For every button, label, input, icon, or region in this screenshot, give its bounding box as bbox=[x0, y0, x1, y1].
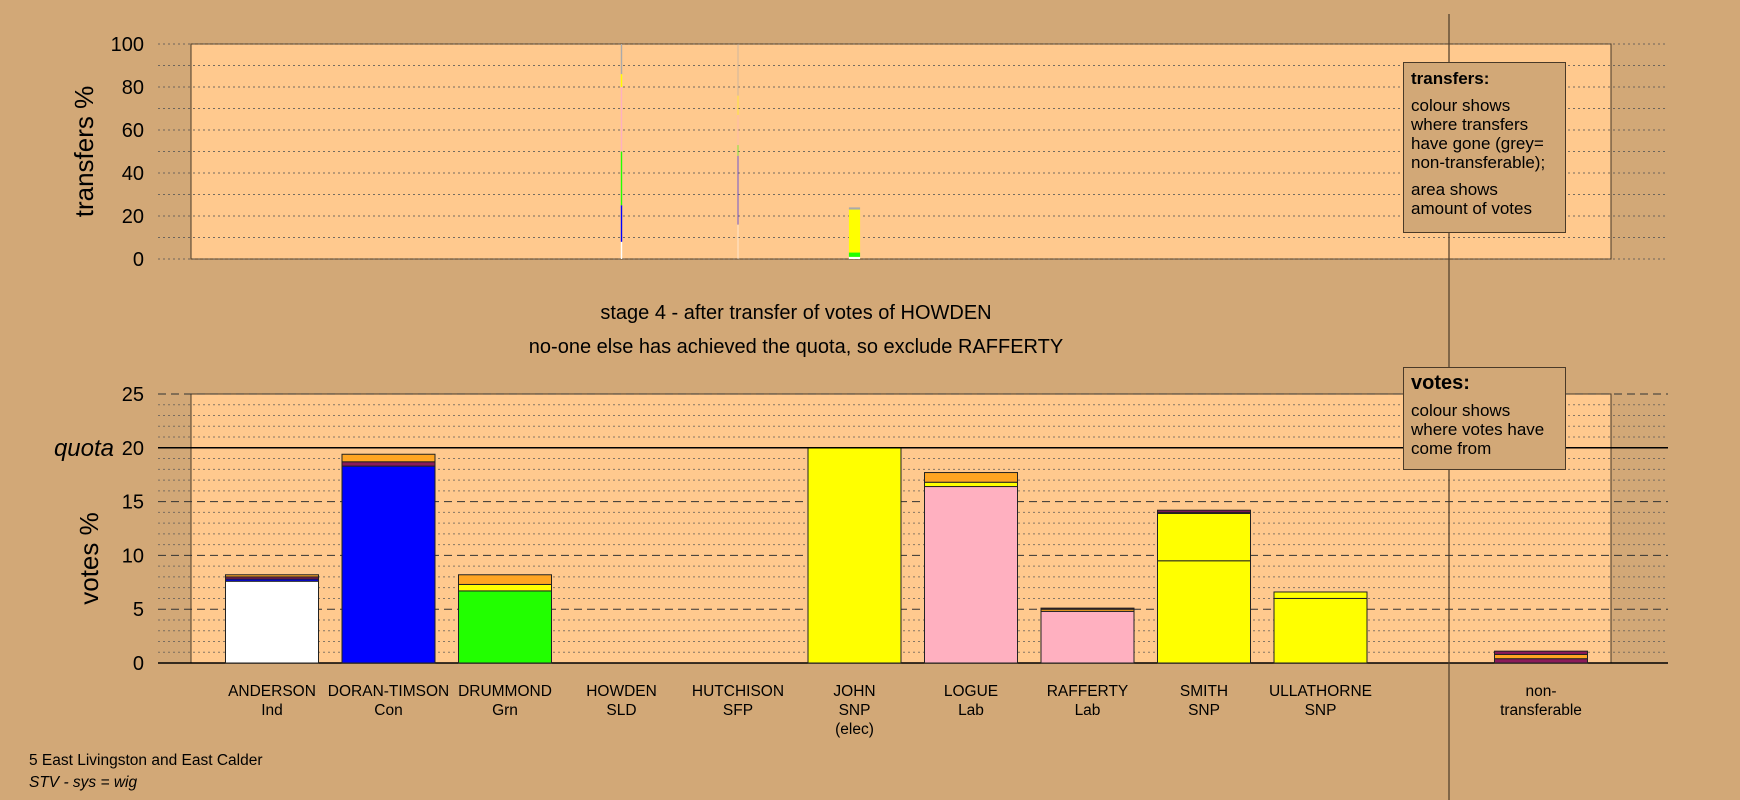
transfers-tick-label: 100 bbox=[111, 34, 144, 56]
candidate-party: Con bbox=[374, 702, 402, 719]
transfer-segment-con bbox=[620, 205, 623, 242]
vote-segment-sld bbox=[924, 472, 1018, 483]
transfer-segment-ind bbox=[737, 224, 739, 259]
votes-tick-label: 5 bbox=[133, 599, 144, 621]
vote-segment-snp bbox=[458, 583, 552, 592]
vote-segment-sld bbox=[341, 453, 436, 463]
legend-votes: votes: colour shows where votes have com… bbox=[1403, 367, 1566, 470]
candidate-name: non- bbox=[1525, 683, 1556, 700]
candidate-party: Lab bbox=[1075, 702, 1101, 719]
candidate-party: Grn bbox=[492, 702, 518, 719]
vote-segment-snp bbox=[1157, 560, 1251, 664]
legend-votes-text: colour shows where votes have come from bbox=[1411, 401, 1545, 458]
candidate-name: DORAN-TIMSON bbox=[328, 683, 449, 700]
vote-segment-snp bbox=[1273, 591, 1368, 599]
vote-segment-grn bbox=[458, 590, 552, 664]
candidate-status: (elec) bbox=[835, 721, 874, 738]
candidate-party: Ind bbox=[261, 702, 283, 719]
vote-segment-sfp bbox=[1157, 509, 1251, 513]
candidate-party: SNP bbox=[1305, 702, 1337, 719]
candidate-party: SLD bbox=[606, 702, 636, 719]
vote-segment-ind bbox=[225, 580, 319, 664]
votes-chart: 0 5 10 15 20 25 votes % ANDERSON Ind DORAN-TIMSON… bbox=[54, 384, 1668, 738]
votes-tick-label: 15 bbox=[122, 492, 144, 514]
candidate-party: SNP bbox=[1188, 702, 1220, 719]
transfer-segment-lab bbox=[620, 87, 623, 152]
candidate-name: RAFFERTY bbox=[1047, 683, 1129, 700]
vote-segment-snp bbox=[924, 481, 1018, 488]
votes-tick-label: 10 bbox=[122, 545, 144, 567]
candidate-party: SNP bbox=[839, 702, 871, 719]
vote-segment-sfp bbox=[1040, 607, 1135, 610]
votes-tick-label: 0 bbox=[133, 653, 144, 675]
transfers-tick-label: 60 bbox=[122, 120, 144, 142]
candidate-party: SFP bbox=[723, 702, 753, 719]
votes-tick-label: 20 bbox=[122, 438, 144, 460]
candidate-name: HOWDEN bbox=[586, 683, 657, 700]
transfers-chart: 0 20 40 60 80 100 transfers % bbox=[69, 34, 1668, 271]
vote-segment-lab bbox=[924, 486, 1018, 664]
stage-line-1: stage 4 - after transfer of votes of HOW… bbox=[600, 302, 991, 324]
candidate-name: JOHN bbox=[833, 683, 875, 700]
votes-tick-label: 25 bbox=[122, 384, 144, 406]
quota-label: quota bbox=[54, 435, 114, 462]
transfer-segment-snp bbox=[620, 74, 623, 87]
candidate-party: Lab bbox=[958, 702, 984, 719]
vote-segment-sld bbox=[225, 574, 319, 578]
legend-votes-title: votes: bbox=[1411, 372, 1470, 394]
voting-system: STV - sys = wig bbox=[29, 774, 138, 791]
vote-segment-sfp bbox=[1494, 658, 1588, 664]
votes-axis-title: votes % bbox=[74, 512, 104, 605]
candidate-name: HUTCHISON bbox=[692, 683, 784, 700]
transfer-segment-nontransferable bbox=[848, 207, 861, 210]
vote-segment-snp bbox=[1157, 512, 1251, 562]
transfers-tick-label: 0 bbox=[133, 249, 144, 271]
transfer-segment-snp bbox=[848, 209, 861, 253]
legend-transfers: transfers: colour shows where transfers … bbox=[1403, 62, 1566, 233]
transfers-tick-label: 20 bbox=[122, 206, 144, 228]
transfer-segment-ind bbox=[620, 241, 623, 259]
vote-segment-con bbox=[341, 465, 436, 664]
transfer-segment-nontransferable bbox=[737, 44, 739, 96]
vote-segment-sld bbox=[1494, 653, 1588, 660]
candidate-name: LOGUE bbox=[944, 683, 998, 700]
transfer-segment-grn bbox=[848, 252, 861, 257]
vote-segment-snp bbox=[807, 447, 902, 664]
legend-transfers-title: transfers: bbox=[1411, 69, 1490, 88]
vote-segment-sld bbox=[458, 574, 552, 585]
vote-segment-snp bbox=[1273, 597, 1368, 664]
candidate-party: transferable bbox=[1500, 702, 1582, 719]
transfer-segment-grn bbox=[737, 145, 739, 156]
transfer-segment-ind bbox=[848, 256, 861, 259]
transfer-segment-nontransferable bbox=[620, 44, 623, 75]
candidate-name: DRUMMOND bbox=[458, 683, 552, 700]
transfer-segment-snp bbox=[737, 95, 739, 115]
vote-segment-sfp bbox=[1494, 650, 1588, 655]
candidate-name: SMITH bbox=[1180, 683, 1228, 700]
transfer-segment-con bbox=[737, 155, 739, 225]
vote-segment-sfp bbox=[341, 461, 436, 467]
transfers-tick-label: 40 bbox=[122, 163, 144, 185]
transfer-segment-lab bbox=[737, 114, 739, 146]
vote-segment-lab bbox=[1040, 610, 1135, 664]
ward-name: 5 East Livingston and East Calder bbox=[29, 752, 263, 769]
stage-line-2: no-one else has achieved the quota, so e… bbox=[529, 336, 1063, 358]
candidate-name: ANDERSON bbox=[228, 683, 316, 700]
legend-transfers-text-2: area shows amount of votes bbox=[1411, 180, 1532, 218]
candidate-name: ULLATHORNE bbox=[1269, 683, 1372, 700]
transfer-segment-grn bbox=[620, 151, 623, 206]
transfers-axis-title: transfers % bbox=[69, 86, 99, 218]
legend-transfers-text-1: colour shows where transfers have gone (… bbox=[1411, 96, 1546, 172]
transfers-tick-label: 80 bbox=[122, 77, 144, 99]
